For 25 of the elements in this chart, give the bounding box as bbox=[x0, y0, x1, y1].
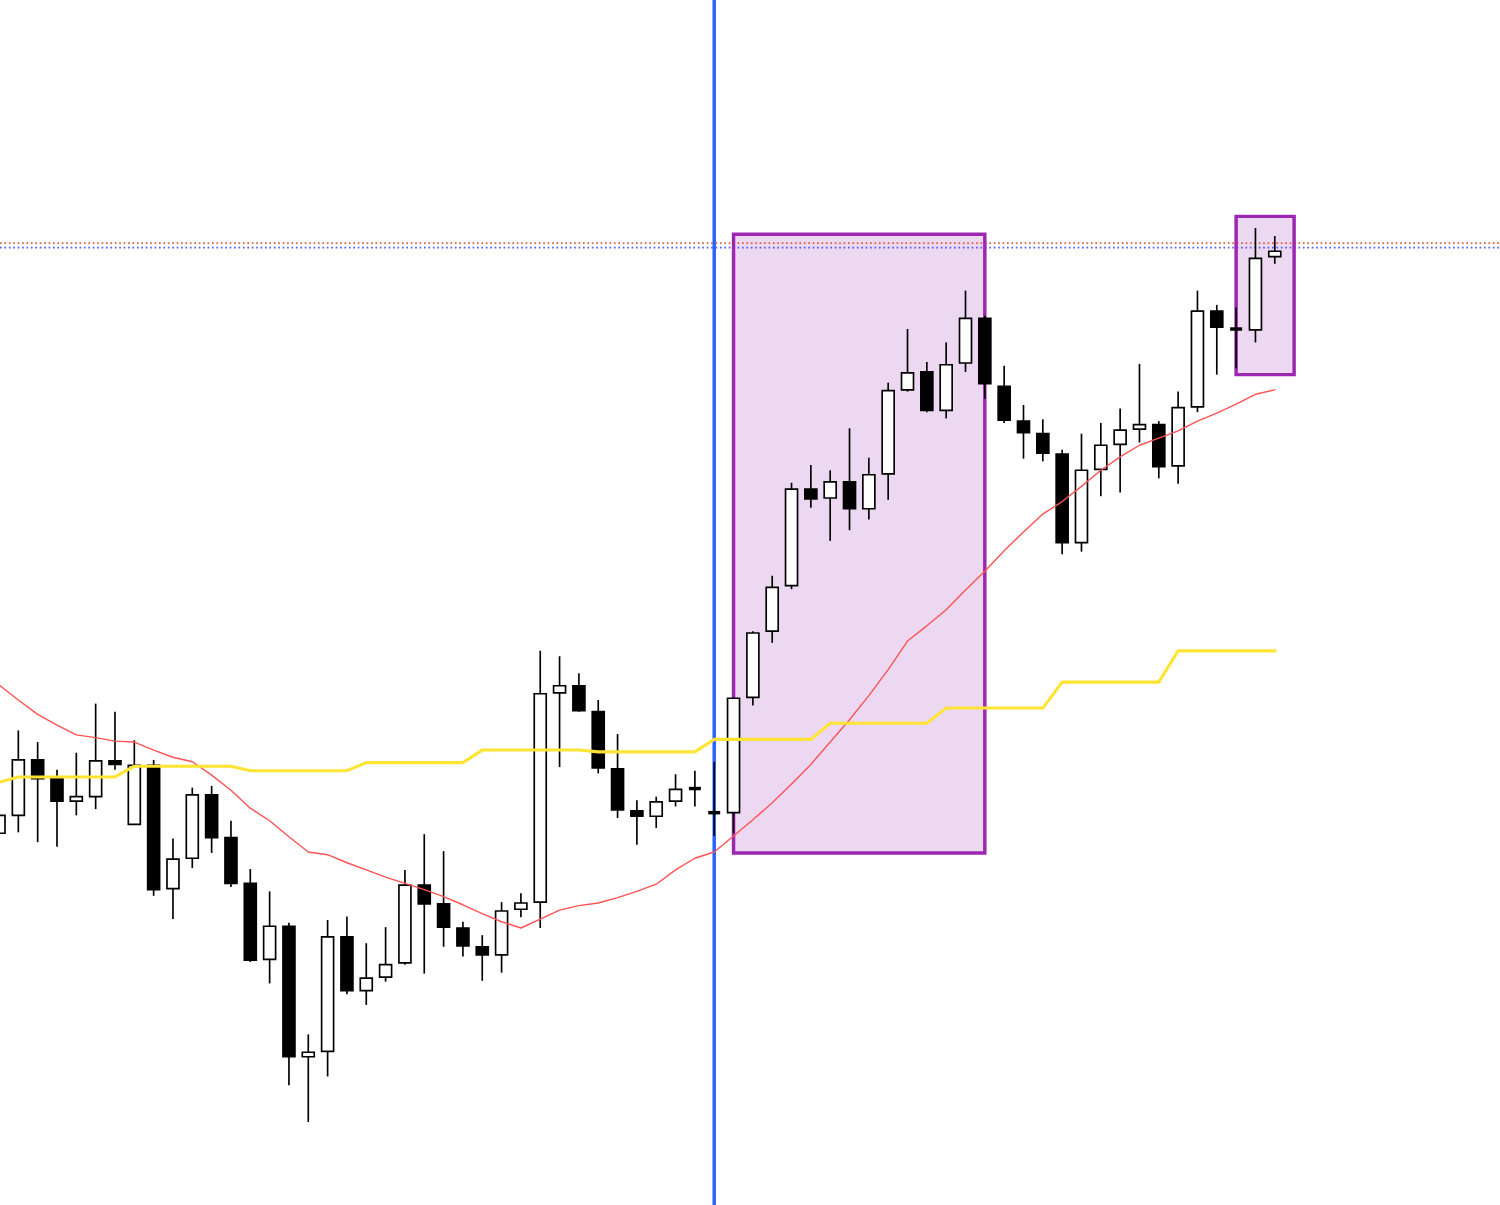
candlestick bbox=[1035, 418, 1050, 463]
candlestick bbox=[378, 926, 393, 983]
candlestick bbox=[649, 795, 664, 829]
candlestick bbox=[1209, 304, 1224, 376]
candlestick bbox=[1113, 407, 1127, 494]
candlestick bbox=[456, 920, 470, 958]
candlestick bbox=[475, 934, 490, 982]
candlestick bbox=[900, 328, 915, 393]
candlestick bbox=[823, 469, 838, 542]
candlestick bbox=[301, 1033, 316, 1123]
candlestick bbox=[69, 751, 84, 817]
candlestick bbox=[804, 464, 818, 509]
candlestick bbox=[108, 710, 122, 771]
candlestick bbox=[1016, 404, 1031, 460]
candlestick bbox=[514, 892, 528, 919]
candlestick bbox=[1230, 306, 1244, 370]
candlestick bbox=[417, 833, 432, 975]
candlestick bbox=[359, 942, 374, 1006]
candlestick bbox=[630, 799, 644, 846]
candlestick bbox=[1267, 235, 1282, 265]
candlestick bbox=[1132, 363, 1147, 444]
candlestick bbox=[552, 655, 567, 768]
candlestick bbox=[50, 768, 64, 848]
candlestick bbox=[668, 773, 683, 808]
candlestick bbox=[436, 850, 451, 948]
